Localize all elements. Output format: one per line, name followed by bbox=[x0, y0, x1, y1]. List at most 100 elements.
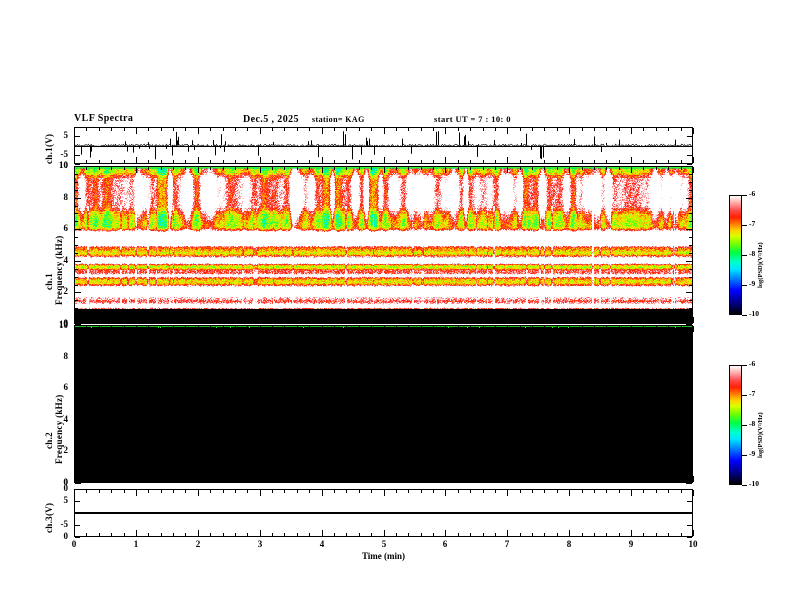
xtick-3-bot-29 bbox=[433, 533, 434, 536]
ytick-1-r-2.5 bbox=[689, 285, 692, 286]
y-tick-label-2-0: 0 bbox=[63, 477, 69, 487]
xtick-0-top-9 bbox=[185, 128, 186, 131]
xtick-3-top-24 bbox=[371, 490, 372, 493]
header-date: Dec.5 , 2025 bbox=[243, 114, 299, 125]
y-tick-label-3-0: 5 bbox=[63, 495, 69, 505]
xtick-2-top-27 bbox=[408, 326, 409, 329]
xtick-2-bot-47 bbox=[656, 479, 657, 482]
x-tick-label-4: 4 bbox=[319, 539, 325, 549]
xtick-2-bot-20 bbox=[322, 476, 323, 482]
xtick-3-bot-14 bbox=[247, 533, 248, 536]
ytick-1-r-8.5 bbox=[689, 190, 692, 191]
xtick-1-top-15 bbox=[260, 167, 261, 173]
xtick-0-bot-22 bbox=[346, 160, 347, 163]
ytick-1-r-5 bbox=[689, 245, 692, 246]
xtick-1-top-18 bbox=[297, 167, 298, 170]
xtick-1-top-28 bbox=[421, 167, 422, 170]
xtick-1-bot-40 bbox=[569, 317, 570, 323]
xtick-2-top-32 bbox=[470, 326, 471, 329]
xtick-3-top-38 bbox=[544, 490, 545, 493]
xtick-3-bot-47 bbox=[656, 533, 657, 536]
xtick-3-top-6 bbox=[148, 490, 149, 493]
xtick-3-top-45 bbox=[631, 490, 632, 496]
ytick-1-l-7.5 bbox=[75, 206, 78, 207]
x-tick-label-2: 2 bbox=[195, 539, 201, 549]
ytick-0-l--10 bbox=[75, 164, 80, 165]
xtick-1-top-29 bbox=[433, 167, 434, 170]
ytick-2-r-9 bbox=[689, 341, 692, 342]
xtick-3-bot-22 bbox=[346, 533, 347, 536]
xtick-0-top-22 bbox=[346, 128, 347, 131]
xtick-3-top-1 bbox=[86, 490, 87, 493]
x-tick-label-8: 8 bbox=[566, 539, 572, 549]
ytick-3-r-5 bbox=[687, 501, 692, 502]
xtick-3-top-19 bbox=[309, 490, 310, 493]
xtick-0-top-34 bbox=[495, 128, 496, 131]
xtick-3-bot-40 bbox=[569, 530, 570, 536]
y-tick-label-1-3: 6 bbox=[63, 223, 69, 233]
xtick-1-top-35 bbox=[507, 167, 508, 173]
xtick-3-top-29 bbox=[433, 490, 434, 493]
xtick-2-top-8 bbox=[173, 326, 174, 329]
xtick-0-bot-16 bbox=[272, 160, 273, 163]
ytick-2-r-1.5 bbox=[689, 459, 692, 460]
xtick-1-top-16 bbox=[272, 167, 273, 170]
xtick-2-bot-1 bbox=[86, 479, 87, 482]
xtick-2-top-48 bbox=[668, 326, 669, 329]
xtick-1-bot-37 bbox=[532, 320, 533, 323]
xtick-0-top-36 bbox=[520, 128, 521, 131]
colorbar-1-tick-4 bbox=[742, 315, 747, 316]
xtick-1-top-13 bbox=[235, 167, 236, 170]
ytick-3-r--5 bbox=[687, 525, 692, 526]
xtick-0-bot-49 bbox=[681, 160, 682, 163]
colorbar-2-tick-4 bbox=[742, 485, 747, 486]
xtick-0-bot-3 bbox=[111, 160, 112, 163]
xtick-3-bot-37 bbox=[532, 533, 533, 536]
xtick-1-top-38 bbox=[544, 167, 545, 170]
xtick-0-bot-1 bbox=[86, 160, 87, 163]
xtick-0-top-4 bbox=[124, 128, 125, 131]
y-tick-label-1-4: 8 bbox=[63, 192, 69, 202]
xtick-0-top-33 bbox=[483, 128, 484, 131]
xtick-3-bot-19 bbox=[309, 533, 310, 536]
xtick-1-bot-2 bbox=[99, 320, 100, 323]
xtick-0-top-11 bbox=[210, 128, 211, 131]
xtick-3-top-9 bbox=[185, 490, 186, 493]
xtick-1-bot-26 bbox=[396, 320, 397, 323]
ytick-2-r-4.5 bbox=[689, 412, 692, 413]
colorbar-2-tick-2 bbox=[742, 425, 747, 426]
xtick-1-top-12 bbox=[223, 167, 224, 170]
y-tick-label-2-1: 2 bbox=[63, 445, 69, 455]
xtick-3-top-15 bbox=[260, 490, 261, 496]
xtick-2-top-40 bbox=[569, 326, 570, 332]
ytick-1-l-10 bbox=[75, 166, 81, 167]
ytick-1-l-4 bbox=[75, 261, 81, 262]
xtick-1-top-43 bbox=[606, 167, 607, 170]
ytick-3-r-0 bbox=[687, 513, 692, 514]
xtick-3-bot-31 bbox=[458, 533, 459, 536]
colorbar-ch2-gradient bbox=[730, 366, 741, 484]
ytick-1-r-5.5 bbox=[689, 237, 692, 238]
xtick-2-top-41 bbox=[582, 326, 583, 329]
colorbar-2-tick-label-2: -8 bbox=[749, 419, 756, 428]
ytick-1-r-6.5 bbox=[689, 221, 692, 222]
xtick-1-bot-49 bbox=[681, 320, 682, 323]
xtick-2-top-0 bbox=[74, 326, 75, 332]
xtick-0-bot-35 bbox=[507, 157, 508, 163]
x-tick-label-0: 0 bbox=[71, 539, 77, 549]
ytick-2-l-7.5 bbox=[75, 365, 78, 366]
xtick-3-bot-25 bbox=[384, 530, 385, 536]
xtick-1-top-6 bbox=[148, 167, 149, 170]
ytick-2-r-3.5 bbox=[689, 428, 692, 429]
xtick-3-bot-28 bbox=[421, 533, 422, 536]
xtick-2-top-4 bbox=[124, 326, 125, 329]
ytick-1-l-0 bbox=[75, 324, 81, 325]
xtick-0-top-40 bbox=[569, 128, 570, 134]
xtick-2-bot-13 bbox=[235, 479, 236, 482]
xtick-1-bot-4 bbox=[124, 320, 125, 323]
y-tick-label-0-1: -5 bbox=[60, 149, 69, 159]
xtick-3-bot-5 bbox=[136, 530, 137, 536]
xtick-0-bot-13 bbox=[235, 160, 236, 163]
ytick-2-r-4 bbox=[686, 420, 692, 421]
xtick-2-top-47 bbox=[656, 326, 657, 329]
